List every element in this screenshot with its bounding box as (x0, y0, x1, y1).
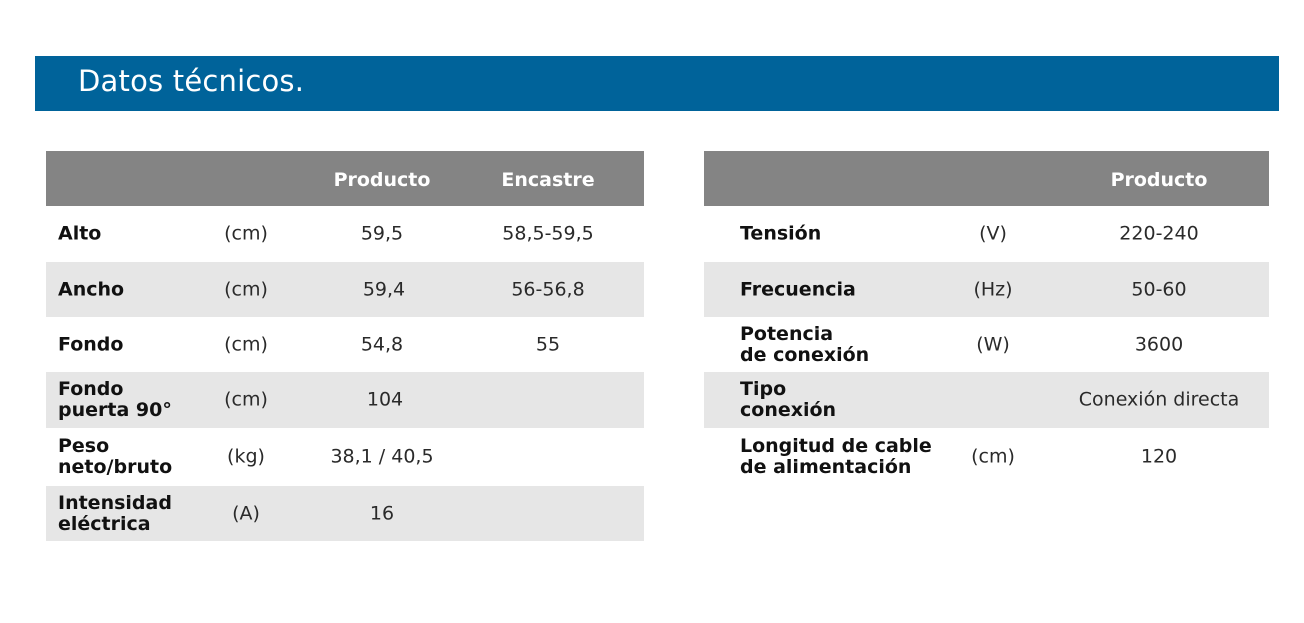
row-label-line-1: Tipo (740, 378, 787, 400)
row-unit: (cm) (224, 222, 268, 245)
column-header-producto: Producto (1110, 169, 1208, 191)
row-label-line-1: Peso (58, 435, 110, 457)
row-unit: (cm) (224, 333, 268, 355)
table-row: Longitud de cable de alimentación (cm) 1… (704, 428, 1269, 486)
row-value-encastre: 56-56,8 (511, 278, 585, 300)
row-unit: (cm) (224, 278, 268, 300)
row-label-line-1: Fondo (58, 333, 124, 355)
row-label: Peso neto/bruto (58, 436, 172, 478)
row-value-producto: 16 (369, 502, 395, 524)
page-title: Datos técnicos. (78, 64, 305, 98)
row-label-line-2: eléctrica (58, 512, 151, 535)
row-unit: (cm) (971, 445, 1015, 468)
row-unit: (cm) (224, 388, 268, 411)
table-row: Ancho (cm) 59,4 56-56,8 (46, 262, 644, 317)
table-row: Alto (cm) 59,5 58,5-59,5 (46, 206, 644, 262)
table-row: Intensidad eléctrica (A) 16 (46, 486, 644, 541)
row-label: Fondo puerta 90° (58, 379, 172, 421)
row-label: Alto (58, 222, 102, 245)
row-label: Potencia de conexión (740, 322, 870, 366)
row-unit: (Hz) (973, 278, 1013, 300)
row-unit: (W) (976, 333, 1010, 355)
row-label-line-1: Frecuencia (740, 278, 856, 300)
row-value-producto: 59,4 (362, 278, 406, 300)
table-row: Peso neto/bruto (kg) 38,1 / 40,5 (46, 428, 644, 486)
title-banner: Datos técnicos. (35, 56, 1279, 111)
table-header: Producto (704, 151, 1269, 206)
row-value-encastre: 58,5-59,5 (502, 222, 594, 245)
row-label-line-1: Alto (58, 222, 102, 245)
row-label: Ancho (58, 279, 124, 300)
row-value-encastre: 55 (535, 333, 561, 355)
table-row: Frecuencia (Hz) 50-60 (704, 262, 1269, 317)
row-label-line-2: de conexión (740, 343, 870, 366)
row-label-line-2: de alimentación (740, 456, 912, 478)
row-label-line-1: Ancho (58, 278, 125, 300)
table-row: Tipo conexión Conexión directa (704, 372, 1269, 428)
row-value-producto: 120 (1140, 445, 1178, 468)
row-label-line-1: Fondo (58, 378, 124, 400)
row-value-producto: 38,1 / 40,5 (330, 445, 434, 468)
row-value-producto: Conexión directa (1078, 388, 1240, 411)
row-label-line-2: conexión (740, 399, 837, 421)
row-label-line-1: Longitud de cable (740, 435, 932, 457)
column-header-encastre: Encastre (501, 169, 595, 191)
row-value-producto: 54,8 (360, 333, 404, 355)
row-unit: (kg) (227, 445, 265, 468)
dimensions-table: Producto Encastre Alto (cm) 59,5 58,5-59… (46, 151, 644, 541)
row-label-line-1: Intensidad (58, 491, 172, 514)
row-label-line-1: Potencia (740, 322, 834, 345)
row-label: Tipo conexión (740, 379, 836, 421)
row-unit: (V) (979, 222, 1007, 245)
row-value-producto: 104 (366, 388, 404, 411)
table-row: Potencia de conexión (W) 3600 (704, 317, 1269, 372)
table-header: Producto Encastre (46, 151, 644, 206)
electrical-table: Producto Tensión (V) 220-240 Frecuencia … (704, 151, 1269, 486)
row-value-producto: 50-60 (1131, 278, 1187, 300)
row-label: Tensión (740, 222, 822, 245)
row-label-line-1: Tensión (740, 222, 822, 245)
table-row: Fondo puerta 90° (cm) 104 (46, 372, 644, 428)
table-row: Tensión (V) 220-240 (704, 206, 1269, 262)
row-label: Intensidad eléctrica (58, 491, 172, 535)
row-value-producto: 220-240 (1119, 222, 1199, 245)
row-label-line-2: neto/bruto (58, 456, 173, 478)
row-value-producto: 3600 (1134, 333, 1184, 355)
row-label-line-2: puerta 90° (58, 399, 172, 421)
row-unit: (A) (232, 502, 260, 524)
row-label: Frecuencia (740, 279, 856, 300)
row-label: Fondo (58, 334, 123, 355)
row-value-producto: 59,5 (360, 222, 404, 245)
column-header-producto: Producto (333, 169, 431, 191)
row-label: Longitud de cable de alimentación (740, 436, 932, 478)
table-row: Fondo (cm) 54,8 55 (46, 317, 644, 372)
